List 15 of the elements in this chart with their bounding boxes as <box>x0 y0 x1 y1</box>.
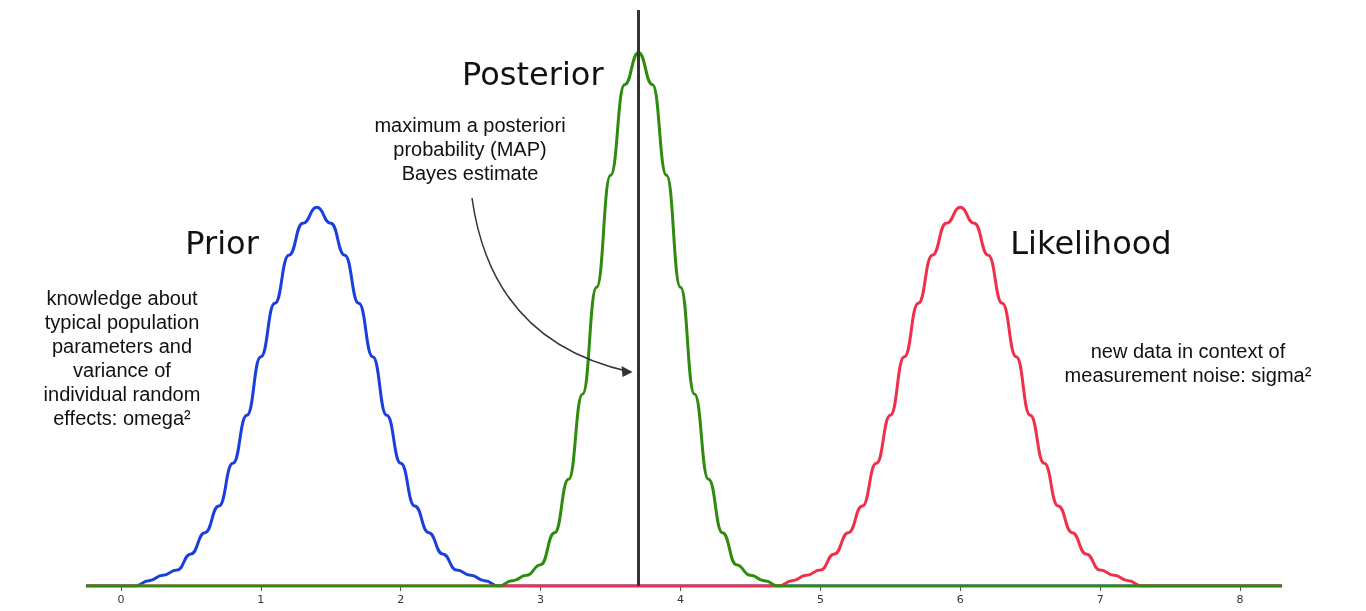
x-tick-label: 5 <box>816 593 824 606</box>
series-label: Posterior <box>462 54 605 93</box>
series-label: Prior <box>185 224 260 263</box>
x-tick-label: 4 <box>677 593 684 606</box>
series-label: Likelihood <box>1010 224 1172 263</box>
x-tick-label: 1 <box>257 593 265 606</box>
annotation: maximum a posteriori probability (MAP) Bayes estimate <box>374 114 566 184</box>
x-tick-label: 0 <box>117 593 125 606</box>
x-tick-label: 8 <box>1236 593 1244 606</box>
x-tick-label: 6 <box>956 593 964 606</box>
annotation: knowledge about typical population parameters and variance of individual random effects: omega² <box>43 287 201 429</box>
x-tick-label: 3 <box>537 593 545 606</box>
x-tick-label: 2 <box>397 593 405 606</box>
annotation: new data in context of measurement noise: sigma² <box>1064 340 1312 386</box>
x-tick-label: 7 <box>1096 593 1104 606</box>
